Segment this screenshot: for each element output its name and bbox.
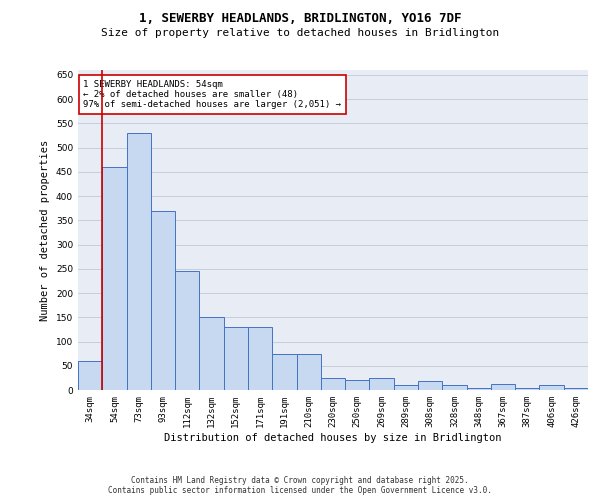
Bar — [296, 354, 321, 390]
Bar — [370, 378, 394, 390]
Bar — [394, 385, 418, 390]
Text: 1 SEWERBY HEADLANDS: 54sqm
← 2% of detached houses are smaller (48)
97% of semi-: 1 SEWERBY HEADLANDS: 54sqm ← 2% of detac… — [83, 80, 341, 110]
Text: Contains HM Land Registry data © Crown copyright and database right 2025.
Contai: Contains HM Land Registry data © Crown c… — [108, 476, 492, 495]
Bar — [175, 271, 199, 390]
Text: 1, SEWERBY HEADLANDS, BRIDLINGTON, YO16 7DF: 1, SEWERBY HEADLANDS, BRIDLINGTON, YO16 … — [139, 12, 461, 26]
Bar — [467, 388, 491, 390]
Bar — [199, 318, 224, 390]
Bar — [127, 133, 151, 390]
X-axis label: Distribution of detached houses by size in Bridlington: Distribution of detached houses by size … — [164, 432, 502, 442]
Bar — [248, 327, 272, 390]
Bar — [345, 380, 370, 390]
Bar — [224, 327, 248, 390]
Bar — [78, 361, 102, 390]
Bar — [515, 388, 539, 390]
Bar — [321, 378, 345, 390]
Bar — [272, 354, 296, 390]
Bar — [151, 210, 175, 390]
Bar — [102, 167, 127, 390]
Bar — [442, 385, 467, 390]
Bar — [491, 384, 515, 390]
Text: Size of property relative to detached houses in Bridlington: Size of property relative to detached ho… — [101, 28, 499, 38]
Bar — [539, 385, 564, 390]
Y-axis label: Number of detached properties: Number of detached properties — [40, 140, 50, 320]
Bar — [418, 382, 442, 390]
Bar — [564, 388, 588, 390]
